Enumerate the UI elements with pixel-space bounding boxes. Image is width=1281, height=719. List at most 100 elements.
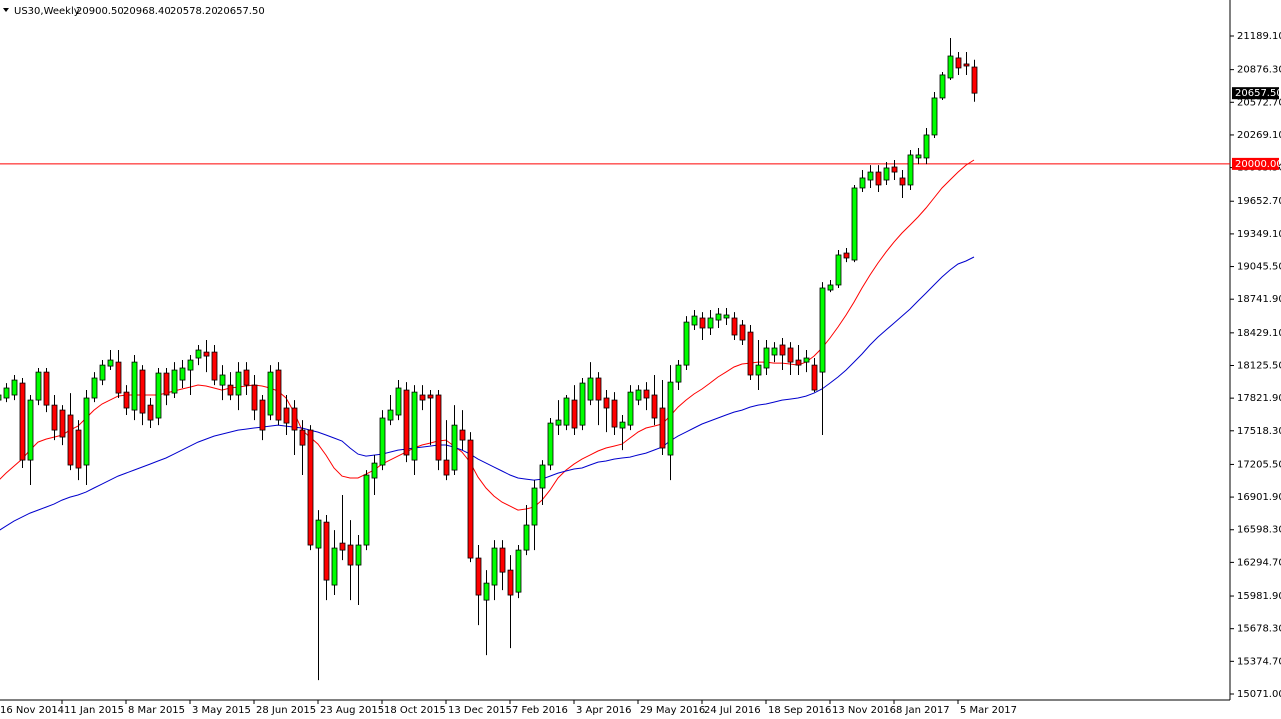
candle-body	[267, 371, 274, 416]
y-tick-label: 18741.90	[1237, 294, 1281, 305]
candle-body	[883, 167, 890, 181]
candle-body	[355, 544, 362, 566]
candle-body	[955, 57, 962, 69]
candle-body	[211, 351, 218, 381]
candle-body	[499, 547, 506, 573]
candle-body	[195, 349, 202, 359]
candle-body	[739, 324, 746, 341]
y-tick-label: 16294.70	[1237, 557, 1281, 568]
candle-body	[619, 421, 626, 429]
y-tick-label: 15678.30	[1237, 624, 1281, 635]
x-tick-label: 16 Nov 2014	[0, 705, 64, 716]
ohlc-value: 20900.50	[76, 6, 124, 17]
candle-body	[643, 389, 650, 399]
y-tick-label: 16901.90	[1237, 492, 1281, 503]
candle-body	[27, 399, 34, 461]
candle-body	[627, 391, 634, 426]
candle-body	[747, 331, 754, 376]
candle-body	[491, 547, 498, 586]
candle-body	[99, 364, 106, 381]
candle-body	[899, 177, 906, 186]
candle-body	[795, 359, 802, 366]
candle-body	[787, 347, 794, 363]
candle-body	[51, 404, 58, 431]
y-tick-label: 20572.70	[1237, 97, 1281, 108]
candle-body	[835, 254, 842, 286]
candle-body	[323, 521, 330, 581]
candle-body	[603, 397, 610, 409]
candle-body	[339, 542, 346, 551]
candle-body	[315, 519, 322, 549]
candle-body	[443, 459, 450, 476]
candle-body	[235, 371, 242, 396]
candle-body	[851, 187, 858, 261]
candle-body	[939, 74, 946, 99]
y-tick-label: 18429.10	[1237, 328, 1281, 339]
candle-body	[571, 399, 578, 429]
candle-body	[291, 407, 298, 431]
candle-body	[595, 377, 602, 401]
level-tag	[1232, 157, 1279, 170]
candle-body	[115, 361, 122, 394]
candle-body	[587, 377, 594, 401]
candle-body	[555, 419, 562, 426]
candle-body	[243, 369, 250, 386]
candle-body	[59, 409, 66, 438]
candle-body	[19, 382, 26, 461]
candle-body	[11, 379, 18, 396]
candle-body	[43, 371, 50, 406]
candle-body	[947, 55, 954, 79]
candle-body	[123, 391, 130, 409]
x-tick-label: 13 Dec 2015	[448, 705, 512, 716]
x-tick-label: 29 May 2016	[640, 705, 705, 716]
candle-body	[67, 414, 74, 466]
x-tick-label: 11 Jan 2015	[64, 705, 124, 716]
candle-body	[363, 474, 370, 546]
candle-body	[523, 524, 530, 551]
candle-body	[395, 387, 402, 416]
y-tick-label: 16598.30	[1237, 525, 1281, 536]
candle-body	[203, 351, 210, 357]
y-tick-label: 17821.90	[1237, 393, 1281, 404]
candle-body	[963, 63, 970, 67]
candle-body	[411, 391, 418, 461]
candle-body	[771, 347, 778, 356]
candle-body	[403, 389, 410, 456]
candle-body	[467, 439, 474, 559]
y-tick-label: 20269.10	[1237, 130, 1281, 141]
candle-body	[827, 284, 834, 291]
candle-body	[763, 347, 770, 369]
candle-body	[483, 582, 490, 601]
candle-body	[131, 361, 138, 411]
y-tick-label: 17205.50	[1237, 459, 1281, 470]
x-tick-label: 3 Apr 2016	[576, 705, 631, 716]
candle-body	[843, 252, 850, 259]
candle-body	[859, 177, 866, 189]
candle-body	[459, 429, 466, 441]
candle-body	[3, 387, 10, 399]
candle-body	[75, 429, 82, 469]
moving-average	[0, 256, 975, 531]
x-tick-label: 18 Sep 2016	[768, 705, 831, 716]
candle-body	[35, 371, 42, 401]
candle-body	[515, 549, 522, 593]
candle-body	[451, 424, 458, 471]
y-tick-label: 18125.50	[1237, 360, 1281, 371]
candle-body	[219, 374, 226, 386]
ohlc-value: 20968.40	[123, 6, 171, 17]
candle-body	[91, 377, 98, 399]
candle-body	[107, 359, 114, 367]
candle-body	[307, 429, 314, 546]
candle-body	[379, 417, 386, 466]
y-tick-label: 20876.30	[1237, 65, 1281, 76]
candle-body	[387, 409, 394, 421]
candle-body	[427, 394, 434, 399]
x-tick-label: 8 Jan 2017	[896, 705, 950, 716]
candle-body	[539, 464, 546, 489]
x-tick-label: 7 Feb 2016	[512, 705, 568, 716]
candle-body	[547, 422, 554, 466]
candle-body	[691, 315, 698, 326]
candle-body	[819, 287, 826, 373]
